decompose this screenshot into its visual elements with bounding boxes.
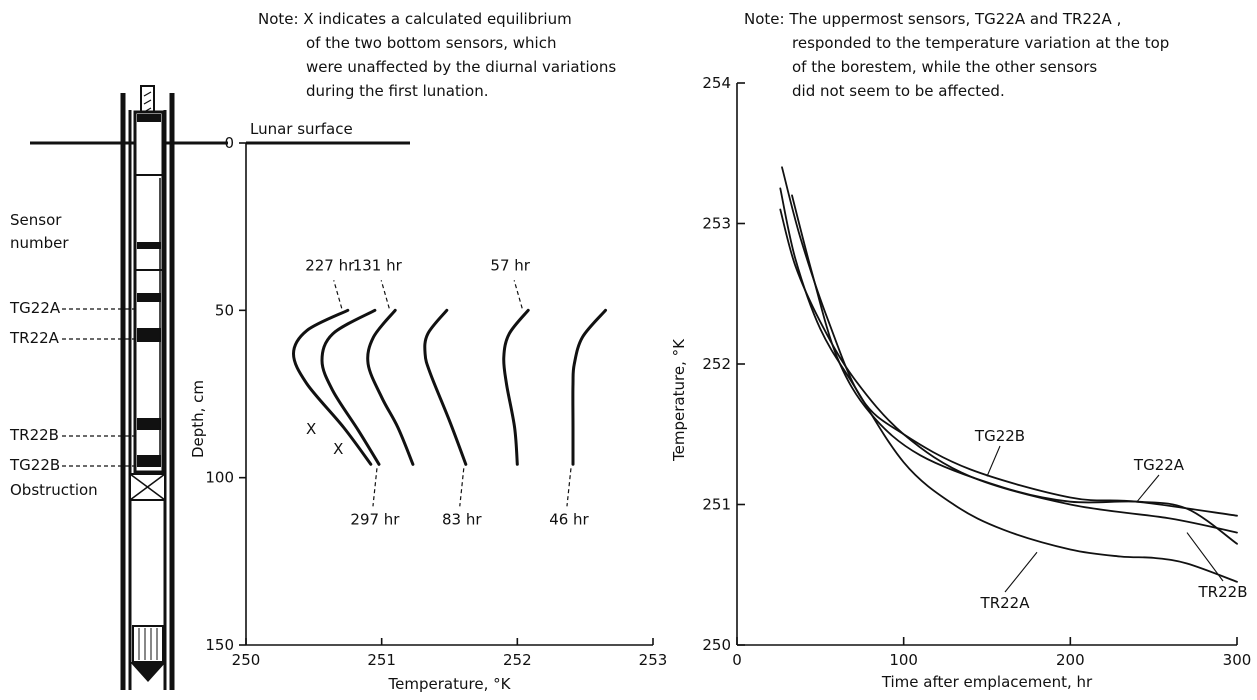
right-note-line: of the borestem, while the other sensors bbox=[792, 58, 1097, 76]
obstruction-label: Obstruction bbox=[10, 481, 98, 499]
depth-chart-x-label: Temperature, °K bbox=[388, 675, 512, 693]
series-label: 46 hr bbox=[549, 510, 589, 528]
x-tick-label: 100 bbox=[889, 651, 918, 669]
depth-chart-series bbox=[292, 308, 607, 466]
right-note-line: responded to the temperature variation a… bbox=[792, 34, 1169, 52]
left-note-line: of the two bottom sensors, which bbox=[306, 34, 556, 52]
y-tick-label: 250 bbox=[702, 636, 731, 654]
depth-chart-y-label: Depth, cm bbox=[189, 380, 207, 458]
x-tick-label: 0 bbox=[732, 651, 742, 669]
series-leader bbox=[986, 445, 1001, 477]
depth-curve bbox=[502, 308, 530, 466]
probe-body bbox=[133, 110, 165, 474]
y-tick-label: 253 bbox=[702, 215, 731, 233]
series-leader bbox=[333, 280, 343, 309]
depth-curve bbox=[366, 308, 415, 466]
equilibrium-mark: X bbox=[306, 420, 316, 438]
y-tick-label: 0 bbox=[224, 134, 234, 152]
depth-chart-annotations: 227 hr 297 hr 131 hr 83 hr 57 hr 46 hr XX bbox=[305, 256, 589, 528]
depth-curve bbox=[292, 308, 373, 466]
y-tick-label: 50 bbox=[215, 301, 234, 319]
obstruction-block bbox=[129, 473, 166, 501]
series-label: 131 hr bbox=[353, 256, 403, 274]
sensor-label-tg22b: TG22B bbox=[9, 456, 60, 474]
time-chart-x-label: Time after emplacement, hr bbox=[881, 673, 1093, 691]
y-tick-label: 254 bbox=[702, 74, 731, 92]
series-leader bbox=[372, 468, 378, 507]
cable-hatch bbox=[143, 91, 152, 97]
time-curve bbox=[791, 194, 1238, 545]
probe-joint-band bbox=[137, 293, 161, 302]
series-leader bbox=[380, 280, 390, 309]
sensor-heading: number bbox=[10, 234, 69, 252]
x-tick-label: 253 bbox=[639, 651, 668, 669]
depth-curve bbox=[423, 308, 468, 466]
series-label: TR22B bbox=[1198, 583, 1248, 601]
series-label: TG22A bbox=[1133, 456, 1185, 474]
right-note-line: Note: The uppermost sensors, TG22A and T… bbox=[744, 10, 1121, 28]
x-tick-label: 300 bbox=[1223, 651, 1252, 669]
series-label: TR22A bbox=[980, 594, 1031, 612]
right-note: Note: The uppermost sensors, TG22A and T… bbox=[744, 10, 1169, 100]
y-tick-label: 150 bbox=[205, 636, 234, 654]
left-note-line: were unaffected by the diurnal variation… bbox=[306, 58, 616, 76]
x-tick-label: 251 bbox=[367, 651, 396, 669]
x-tick-label: 200 bbox=[1056, 651, 1085, 669]
x-tick-label: 252 bbox=[503, 651, 532, 669]
left-note-line: during the first lunation. bbox=[306, 82, 489, 100]
sensor-label-tg22a: TG22A bbox=[9, 299, 61, 317]
series-label: 297 hr bbox=[350, 510, 400, 528]
time-chart-y-label: Temperature, °K bbox=[670, 338, 688, 462]
temperature-time-chart: 250 251 252 253 254 0 100 200 300 TR22A TR22B TG22… bbox=[670, 74, 1251, 691]
y-tick-label: 100 bbox=[205, 469, 234, 487]
left-note-line: Note: X indicates a calculated equilibri… bbox=[258, 10, 572, 28]
series-label: TG22B bbox=[974, 427, 1025, 445]
probe-joint-band bbox=[137, 455, 161, 467]
sensor-heading: Sensor bbox=[10, 211, 62, 229]
series-leader bbox=[1004, 551, 1038, 593]
series-leader bbox=[513, 280, 523, 309]
time-chart-series bbox=[779, 166, 1238, 583]
y-tick-label: 252 bbox=[702, 355, 731, 373]
x-tick-label: 250 bbox=[232, 651, 261, 669]
y-tick-label: 251 bbox=[702, 496, 731, 514]
series-label: 57 hr bbox=[490, 256, 530, 274]
depth-curve bbox=[571, 308, 607, 466]
time-curve bbox=[779, 187, 1238, 583]
probe-joint-band bbox=[137, 242, 161, 249]
probe-joint-band bbox=[137, 328, 161, 342]
series-label: 83 hr bbox=[442, 510, 482, 528]
time-chart-axes: 250 251 252 253 254 0 100 200 300 bbox=[702, 74, 1251, 669]
probe-joint-band bbox=[137, 418, 161, 430]
cable-hatch bbox=[143, 99, 152, 105]
series-leader bbox=[1186, 532, 1224, 582]
right-note-line: did not seem to be affected. bbox=[792, 82, 1005, 100]
time-chart-annotations: TR22A TR22B TG22B TG22A bbox=[974, 427, 1248, 612]
probe-diagram: Sensor number TG22A TR22A TR22B TG22B Ob… bbox=[9, 85, 228, 690]
probe-drill-bit bbox=[130, 625, 166, 682]
depth-curve bbox=[320, 308, 381, 466]
lunar-surface-label: Lunar surface bbox=[250, 120, 353, 138]
probe-cap bbox=[137, 114, 161, 122]
time-curve bbox=[779, 208, 1238, 534]
series-leader bbox=[459, 468, 465, 507]
left-note: Note: X indicates a calculated equilibri… bbox=[258, 10, 616, 100]
sensor-label-tr22b: TR22B bbox=[9, 426, 59, 444]
series-leader bbox=[1136, 474, 1160, 503]
series-leader bbox=[566, 468, 572, 507]
series-label: 227 hr bbox=[305, 256, 355, 274]
equilibrium-mark: X bbox=[333, 440, 343, 458]
sensor-label-tr22a: TR22A bbox=[9, 329, 60, 347]
